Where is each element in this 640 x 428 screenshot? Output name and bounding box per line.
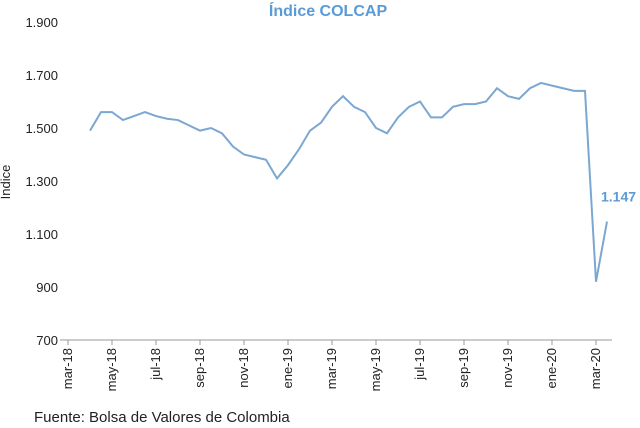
x-tick-label: ene-20 xyxy=(544,348,559,388)
x-tick-label: nov-18 xyxy=(236,348,251,388)
y-tick-label: 900 xyxy=(36,280,58,295)
y-tick-label: 1.700 xyxy=(25,68,58,83)
x-tick-label: jul-19 xyxy=(412,348,427,381)
y-tick-label: 1.300 xyxy=(25,174,58,189)
x-tick-label: mar-18 xyxy=(60,348,75,389)
y-tick-label: 700 xyxy=(36,333,58,348)
y-axis-label: Índice xyxy=(0,165,13,200)
y-tick-label: 1.100 xyxy=(25,227,58,242)
x-tick-label: may-19 xyxy=(368,348,383,391)
value-label: 1.147 xyxy=(601,189,636,205)
x-tick-label: sep-19 xyxy=(456,348,471,388)
y-tick-label: 1.500 xyxy=(25,121,58,136)
chart-title: Índice COLCAP xyxy=(269,1,388,20)
x-tick-label: mar-20 xyxy=(588,348,603,389)
x-tick-label: mar-19 xyxy=(324,348,339,389)
series-line xyxy=(89,81,608,282)
x-tick-label: ene-19 xyxy=(280,348,295,388)
y-tick-label: 1.900 xyxy=(25,15,58,30)
x-tick-label: jul-18 xyxy=(148,348,163,381)
x-tick-label: sep-18 xyxy=(192,348,207,388)
source: Fuente: Bolsa de Valores de Colombia xyxy=(34,409,290,426)
x-tick-label: may-18 xyxy=(104,348,119,391)
x-tick-label: nov-19 xyxy=(500,348,515,388)
